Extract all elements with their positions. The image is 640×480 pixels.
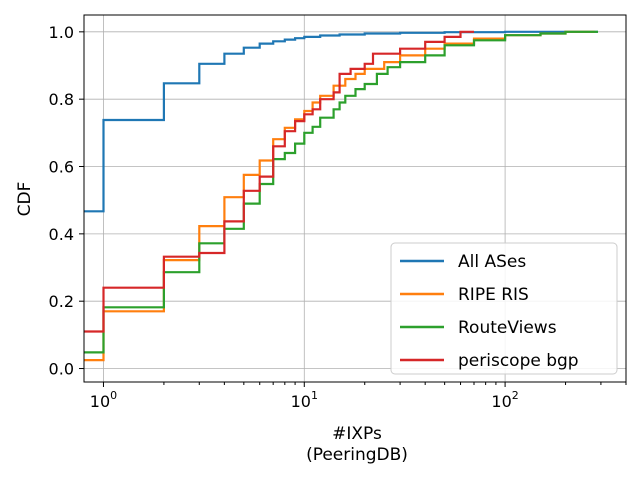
legend-label: All ASes (458, 252, 526, 272)
grid (84, 15, 626, 382)
series-line-ripe-ris (84, 30, 595, 362)
plot-frame (83, 14, 627, 383)
series-line-periscope-bgp (84, 30, 474, 333)
legend-label: periscope bgp (458, 351, 579, 371)
legend: All ASes RIPE RIS RouteViews periscope bgp (390, 242, 618, 375)
y-tick-label: 0.8 (49, 90, 74, 109)
legend-box (390, 242, 618, 375)
x-tick-label: 100 (90, 389, 117, 411)
x-axis-label-line2: (PeeringDB) (306, 445, 408, 465)
x-tick-label: 102 (491, 389, 518, 411)
series-line-all-ases (84, 30, 598, 213)
y-tick-label: 0.0 (49, 360, 74, 379)
y-axis-label: CDF (15, 182, 35, 217)
x-tick-label: 101 (291, 389, 318, 411)
legend-label: RIPE RIS (458, 285, 529, 305)
legend-label: RouteViews (458, 318, 557, 338)
y-tick-label: 0.4 (49, 225, 74, 244)
series-lines (84, 30, 598, 362)
x-axis-label-line1: #IXPs (332, 424, 382, 444)
y-tick-label: 1.0 (49, 23, 74, 42)
y-tick-label: 0.2 (49, 292, 74, 311)
y-tick-label: 0.6 (49, 158, 74, 177)
series-line-routeviews (84, 30, 598, 354)
axis-ticks: 100 101 102 0.0 0.2 0.4 0.6 0.8 1.0 (49, 23, 627, 411)
